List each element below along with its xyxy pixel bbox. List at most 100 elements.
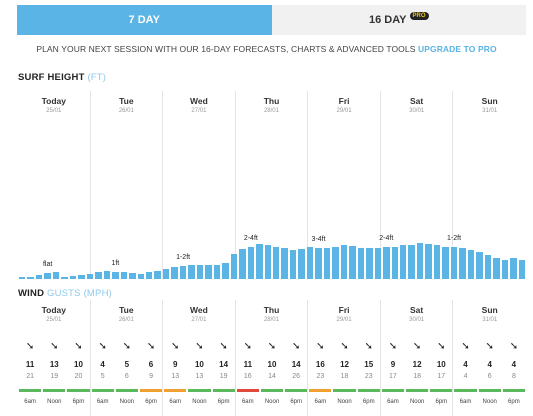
- wind-direction-icon: ➘: [340, 341, 349, 352]
- wind-day-column: Today 25/01 ➘ 11 21 6am ➘ 13 19 Noon ➘ 10 20 6pm: [18, 300, 91, 416]
- wind-rating-bar: [406, 389, 429, 392]
- wind-time-label: 6am: [96, 399, 109, 405]
- surf-day-name: Thu: [263, 96, 280, 106]
- wind-speed: 10: [267, 360, 277, 369]
- wind-rating-bar: [188, 389, 211, 392]
- wind-direction-icon: ➘: [316, 341, 325, 352]
- wind-cell: ➘ 6 9 6pm: [139, 300, 163, 416]
- surf-height-label: 1-2ft: [447, 234, 462, 242]
- wind-speed: 12: [340, 360, 350, 369]
- wind-time-label: 6am: [459, 399, 472, 405]
- wind-cell: ➘ 16 23 6am: [308, 300, 332, 416]
- surf-day-column: Today 25/01: [18, 91, 91, 279]
- wind-speed: 5: [124, 360, 130, 369]
- wind-time-label: 6am: [24, 399, 36, 405]
- surf-bar: [146, 272, 153, 279]
- wind-gust: 23: [316, 373, 325, 380]
- surf-bar: [264, 244, 271, 279]
- surf-bar: [349, 245, 356, 279]
- wind-rating-bar: [333, 389, 356, 392]
- surf-day-column: Sat 30/01: [381, 91, 454, 279]
- surf-height-label: flat: [42, 261, 53, 269]
- wind-direction-icon: ➘: [50, 341, 59, 352]
- wind-cell: ➘ 10 13 Noon: [187, 300, 211, 416]
- surf-day-column: Thu 28/01: [236, 91, 309, 279]
- wind-direction-icon: ➘: [25, 341, 35, 352]
- surf-bar: [35, 274, 43, 279]
- surf-bar: [289, 250, 297, 279]
- wind-gust: 13: [195, 373, 204, 380]
- wind-label: WIND: [18, 288, 45, 299]
- upgrade-to-pro-link[interactable]: UPGRADE TO PRO: [417, 44, 497, 54]
- surf-day-date: 30/01: [409, 108, 425, 114]
- wind-day-name: Today: [41, 305, 66, 315]
- surf-bar: [171, 267, 178, 279]
- wind-day-column: Tue 26/01 ➘ 4 5 6am ➘ 5 6 Noon ➘ 6 9 6pm: [91, 300, 164, 416]
- wind-direction-icon: ➘: [437, 341, 446, 352]
- wind-direction-icon: ➘: [219, 341, 228, 352]
- wind-day-date: 29/01: [336, 317, 352, 323]
- wind-gust: 13: [171, 373, 180, 380]
- surf-bar: [400, 245, 407, 279]
- surf-bar: [416, 243, 424, 279]
- surf-height-unit: (FT): [87, 72, 107, 83]
- wind-cell: ➘ 4 6 Noon: [478, 300, 502, 416]
- surf-bar: [112, 271, 119, 279]
- surf-bar: [391, 246, 398, 279]
- wind-gust: 19: [50, 373, 59, 380]
- wind-day-column: Wed 27/01 ➘ 9 13 6am ➘ 10 13 Noon ➘ 14 19 6pm: [163, 300, 236, 416]
- surf-day-name: Fri: [338, 96, 350, 106]
- surf-height-label: SURF HEIGHT: [18, 72, 85, 83]
- surf-bar: [205, 265, 212, 279]
- wind-day-column: Thu 28/01 ➘ 11 16 6am ➘ 10 14 Noon ➘ 14 26 6pm: [236, 300, 309, 416]
- surf-height-label: 3-4ft: [311, 235, 326, 243]
- surf-bar: [154, 270, 161, 279]
- wind-cell: ➘ 15 23 6pm: [357, 300, 381, 416]
- tab-7-day[interactable]: 7 DAY: [17, 5, 272, 35]
- surf-bar: [518, 259, 525, 279]
- surf-bar: [213, 264, 221, 279]
- wind-direction-icon: ➘: [122, 341, 132, 352]
- wind-cell: ➘ 11 21 6am: [18, 300, 42, 416]
- wind-gust: 20: [74, 373, 83, 380]
- surf-bar: [298, 249, 305, 279]
- surf-bar: [306, 247, 314, 279]
- wind-time-label: 6pm: [435, 399, 448, 405]
- wind-cell: ➘ 14 26 6pm: [284, 300, 308, 416]
- wind-gust: 18: [413, 373, 422, 380]
- surf-day-column: Fri 29/01: [308, 91, 381, 279]
- surf-bar: [230, 254, 238, 279]
- wind-time-label: 6pm: [72, 399, 85, 405]
- wind-time-label: 6am: [387, 399, 399, 405]
- surf-bar: [510, 257, 517, 279]
- wind-gust: 19: [219, 373, 228, 380]
- surf-bar: [476, 251, 483, 279]
- wind-gust: 23: [364, 373, 373, 380]
- wind-time-label: Noon: [264, 399, 280, 405]
- wind-time-label: 6pm: [217, 399, 230, 405]
- wind-speed: 12: [412, 360, 422, 369]
- surf-bar: [19, 277, 26, 279]
- surf-day-column: Tue 26/01: [91, 91, 164, 279]
- surf-bar: [315, 247, 322, 279]
- wind-table: Today 25/01 ➘ 11 21 6am ➘ 13 19 Noon ➘ 10 20 6pm Tue 26…: [18, 300, 526, 416]
- wind-day-name: Tue: [119, 305, 134, 315]
- wind-direction-icon: ➘: [388, 341, 398, 352]
- wind-time-label: Noon: [409, 399, 425, 405]
- tab-16-day[interactable]: 16 DAY PRO: [271, 5, 526, 35]
- surf-bar: [129, 272, 136, 279]
- wind-time-label: 6am: [241, 399, 254, 405]
- surf-bar: [425, 244, 432, 279]
- wind-speed: 4: [487, 360, 492, 369]
- wind-cell: ➘ 10 17 6pm: [429, 300, 453, 416]
- wind-day-date: 26/01: [118, 317, 134, 323]
- wind-speed: 9: [390, 360, 396, 369]
- surf-bar: [374, 247, 382, 279]
- wind-rating-bar: [454, 389, 477, 392]
- surf-day-date: 29/01: [336, 108, 352, 114]
- wind-cell: ➘ 12 18 Noon: [332, 300, 356, 416]
- wind-cell: ➘ 9 17 6am: [381, 300, 405, 416]
- surf-bar: [196, 265, 204, 279]
- surf-bar: [493, 258, 500, 279]
- wind-day-date: 27/01: [191, 317, 207, 323]
